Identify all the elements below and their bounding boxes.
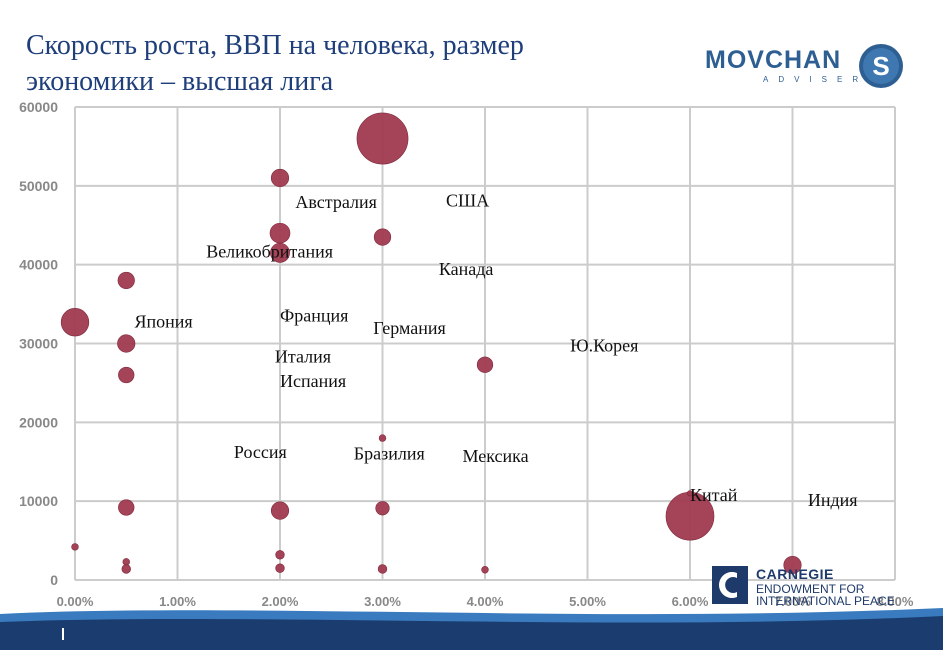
carnegie-logo-subtitle-1: ENDOWMENT FOR bbox=[756, 582, 865, 596]
movchan-logo: MOVCHAN ADVISER S bbox=[705, 42, 915, 90]
chart-bubbles bbox=[60, 112, 802, 575]
movchan-logo-subtitle: ADVISER bbox=[763, 75, 869, 84]
y-tick-label: 30000 bbox=[19, 336, 58, 352]
x-tick-label: 1.00% bbox=[159, 594, 196, 609]
data-bubble bbox=[275, 550, 285, 560]
footer-wave-dark bbox=[0, 616, 943, 650]
slide-title-line-1: Скорость роста, ВВП на человека, размер bbox=[26, 30, 524, 61]
x-tick-label: 0.00% bbox=[57, 594, 94, 609]
country-label: Индия bbox=[808, 490, 858, 510]
data-bubble bbox=[270, 501, 290, 520]
data-bubble bbox=[377, 564, 388, 574]
carnegie-logo-subtitle-2: INTERNATIONAL PEACE bbox=[756, 594, 895, 608]
y-tick-label: 20000 bbox=[19, 414, 58, 430]
country-label: Италия bbox=[275, 346, 331, 366]
country-label: Китай bbox=[690, 485, 738, 505]
slide-title-line-2: экономики – высшая лига bbox=[26, 66, 334, 97]
data-bubble bbox=[356, 112, 409, 165]
chart-tick-labels: 0.00% 1.00% 2.00% 3.00% 4.00% 5.00% 6.00% 7.00%… bbox=[19, 99, 914, 609]
y-tick-label: 60000 bbox=[19, 99, 58, 115]
data-bubble bbox=[783, 555, 802, 575]
x-tick-label: 5.00% bbox=[569, 594, 606, 609]
country-label: США bbox=[446, 190, 489, 210]
data-bubble bbox=[121, 564, 131, 574]
country-label: Япония bbox=[134, 312, 192, 332]
data-bubble bbox=[270, 168, 290, 188]
data-bubble bbox=[60, 308, 90, 337]
data-bubble bbox=[373, 228, 392, 246]
x-tick-label: 2.00% bbox=[262, 594, 299, 609]
data-bubble bbox=[118, 499, 135, 516]
data-bubble bbox=[71, 543, 79, 551]
carnegie-logo: CARNEGIE ENDOWMENT FOR INTERNATIONAL PEA… bbox=[712, 566, 932, 608]
data-bubble bbox=[378, 434, 387, 442]
data-bubble bbox=[117, 271, 135, 290]
chart-grid bbox=[74, 106, 896, 581]
x-tick-label: 8.00% bbox=[877, 594, 914, 609]
country-label: Германия bbox=[373, 318, 446, 338]
country-label: Франция bbox=[280, 305, 348, 325]
x-tick-label: 6.00% bbox=[672, 594, 709, 609]
data-bubble bbox=[269, 222, 291, 244]
y-tick-label: 10000 bbox=[19, 493, 58, 509]
data-bubble bbox=[270, 242, 290, 263]
country-label: Канада bbox=[439, 259, 494, 279]
data-bubble bbox=[481, 566, 489, 574]
movchan-logo-mark-letter: S bbox=[872, 51, 889, 81]
x-tick-label: 4.00% bbox=[467, 594, 504, 609]
y-tick-label: 40000 bbox=[19, 257, 58, 273]
data-bubble bbox=[686, 490, 694, 497]
footer-band bbox=[0, 608, 943, 650]
country-label: Австралия bbox=[295, 192, 377, 212]
country-label: Бразилия bbox=[354, 443, 425, 463]
y-tick-label: 50000 bbox=[19, 178, 58, 194]
data-bubble bbox=[375, 501, 390, 516]
chart-annotations: Австралия США Великобритания Канада Япония Фр… bbox=[134, 190, 857, 510]
country-label: Испания bbox=[280, 371, 346, 391]
country-label: Ю.Корея bbox=[570, 335, 638, 355]
carnegie-logo-mark-icon bbox=[712, 566, 748, 604]
slide-title: Скорость роста, ВВП на человека, размер … bbox=[26, 28, 666, 100]
data-bubble bbox=[118, 366, 135, 384]
footer-marker bbox=[62, 628, 64, 640]
data-bubble bbox=[476, 356, 494, 373]
country-label: Россия bbox=[234, 442, 287, 462]
bubble-chart: Австралия США Великобритания Канада Япония Фр… bbox=[19, 99, 914, 609]
x-tick-label: 7.00% bbox=[774, 594, 811, 609]
country-label: Мексика bbox=[462, 446, 528, 466]
country-label: Великобритания bbox=[206, 242, 333, 262]
data-bubble bbox=[117, 334, 136, 353]
data-bubble bbox=[275, 563, 285, 573]
y-tick-label: 0 bbox=[50, 572, 58, 588]
data-bubble bbox=[122, 558, 130, 566]
carnegie-logo-title: CARNEGIE bbox=[756, 566, 834, 582]
movchan-logo-word: MOVCHAN bbox=[705, 46, 842, 74]
x-tick-label: 3.00% bbox=[364, 594, 401, 609]
movchan-logo-mark-icon: S bbox=[859, 44, 903, 88]
